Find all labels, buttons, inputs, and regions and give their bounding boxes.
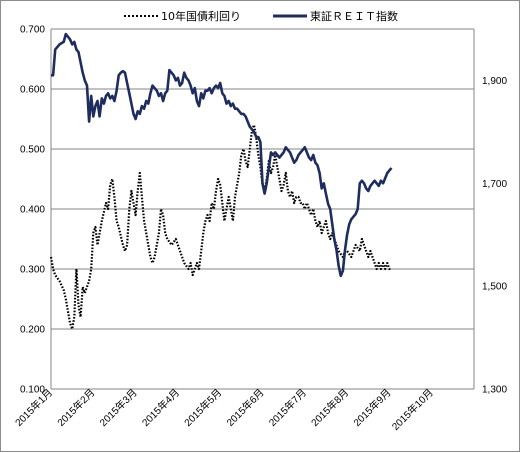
x-tick-label: 2015年2月 [54,386,97,429]
left-tick-label: 0.200 [20,325,45,336]
legend-label-reit: 東証ＲＥＩＴ指数 [310,9,398,23]
left-axis-ticks: 0.700 0.600 0.500 0.400 0.300 0.200 0.100 [20,25,45,396]
x-tick-label: 2015年4月 [139,386,182,429]
left-tick-label: 0.100 [20,385,45,396]
left-tick-label: 0.600 [20,85,45,96]
series-line-yield [49,123,392,331]
x-tick-label: 2015年6月 [224,386,267,429]
left-tick-label: 0.400 [20,205,45,216]
series-line-reit [51,32,393,278]
legend: 10年国債利回り 東証ＲＥＩＴ指数 [124,9,398,23]
x-tick-label: 2015年7月 [266,386,309,429]
x-tick-label: 2015年3月 [97,386,140,429]
left-tick-label: 0.700 [20,25,45,36]
right-axis-ticks: 1,900 1,700 1,500 1,300 [482,76,507,396]
right-tick-label: 1,700 [482,179,507,190]
right-tick-label: 1,900 [482,76,507,87]
x-tick-label: 2015年10月 [389,386,436,433]
right-tick-label: 1,300 [482,385,507,396]
x-tick-label: 2015年5月 [181,386,224,429]
legend-label-yield: 10年国債利回り [161,9,241,23]
right-tick-label: 1,500 [482,282,507,293]
left-tick-label: 0.500 [20,145,45,156]
x-axis-ticks: 2015年1月 2015年2月 2015年3月 2015年4月 2015年5月 2015年… [12,386,436,433]
gridlines [50,28,475,390]
x-tick-label: 2015年8月 [308,386,351,429]
x-tick-label: 2015年9月 [351,386,394,429]
left-tick-label: 0.300 [20,265,45,276]
series-lines [49,32,393,331]
